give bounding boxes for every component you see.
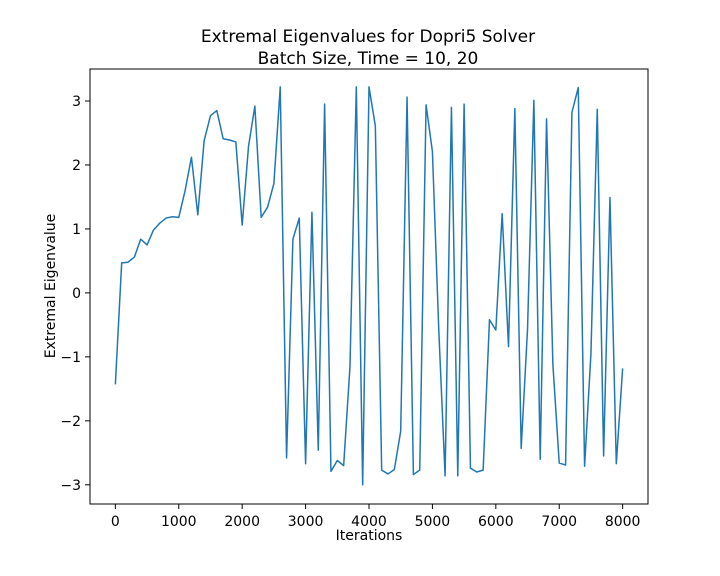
x-tick-label: 6000 <box>478 514 514 530</box>
chart-title-line1: Extremal Eigenvalues for Dopri5 Solver <box>201 27 535 47</box>
y-tick-label: 2 <box>72 158 81 174</box>
y-tick-label: 1 <box>72 222 81 238</box>
y-axis-title: Extremal Eigenvalue <box>43 214 59 359</box>
x-tick-label: 1000 <box>161 514 197 530</box>
x-tick-label: 4000 <box>351 514 387 530</box>
plot-content <box>114 86 624 486</box>
x-axis-title: Iterations <box>336 528 403 544</box>
series-line <box>114 86 624 486</box>
x-tick-label: 7000 <box>541 514 577 530</box>
x-tick-label: 5000 <box>415 514 451 530</box>
y-tick-label: −1 <box>60 350 81 366</box>
y-tick-label: 3 <box>72 94 81 110</box>
x-tick-label: 2000 <box>224 514 260 530</box>
x-tick-label: 8000 <box>605 514 641 530</box>
x-tick-label: 3000 <box>288 514 324 530</box>
chart-title-line2: Batch Size, Time = 10, 20 <box>258 49 479 69</box>
y-tick-label: −2 <box>60 414 81 430</box>
x-tick-label: 0 <box>111 514 120 530</box>
series-points <box>115 86 623 485</box>
y-tick-label: −3 <box>60 478 81 494</box>
x-axis: 0 1000 2000 3000 4000 5000 6000 7000 8000 <box>111 504 641 530</box>
y-tick-label: 0 <box>72 286 81 302</box>
y-axis: −3 −2 −1 0 1 2 3 <box>60 94 90 494</box>
plot-frame <box>89 68 649 505</box>
